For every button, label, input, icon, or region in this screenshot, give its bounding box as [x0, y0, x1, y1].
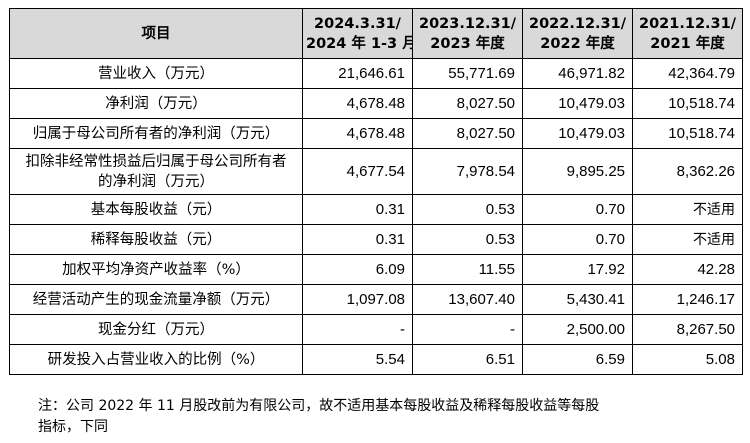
row-label: 营业收入（万元） [9, 58, 303, 89]
cell-value: 5.08 [632, 344, 743, 375]
cell-value: 8,027.50 [412, 88, 523, 119]
cell-value: 7,978.54 [412, 148, 523, 195]
cell-value: 6.09 [302, 254, 413, 285]
table-row: 扣除非经常性损益后归属于母公司所有者的净利润（万元） 4,677.54 7,97… [9, 148, 743, 195]
cell-value: 10,479.03 [522, 118, 633, 149]
cell-value: 1,097.08 [302, 284, 413, 315]
cell-value: 9,895.25 [522, 148, 633, 195]
row-label: 现金分红（万元） [9, 314, 303, 345]
row-label: 归属于母公司所有者的净利润（万元） [9, 118, 303, 149]
row-label: 经营活动产生的现金流量净额（万元） [9, 284, 303, 315]
footnote-line: 注：公司 2022 年 11 月股改前为有限公司，故不适用基本每股收益及稀释每股… [38, 398, 600, 414]
cell-value: 10,518.74 [632, 88, 743, 119]
cell-value: 21,646.61 [302, 58, 413, 89]
table-row: 经营活动产生的现金流量净额（万元） 1,097.08 13,607.40 5,4… [9, 284, 743, 315]
cell-value: 8,267.50 [632, 314, 743, 345]
cell-value: 11.55 [412, 254, 523, 285]
cell-value: 0.70 [522, 194, 633, 225]
footnote-line: 指标，下同 [38, 419, 108, 435]
table-row: 归属于母公司所有者的净利润（万元） 4,678.48 8,027.50 10,4… [9, 118, 743, 149]
table-row: 营业收入（万元） 21,646.61 55,771.69 46,971.82 4… [9, 58, 743, 89]
cell-value: 42,364.79 [632, 58, 743, 89]
row-label: 扣除非经常性损益后归属于母公司所有者的净利润（万元） [9, 148, 303, 195]
cell-value: 0.53 [412, 194, 523, 225]
cell-value: 4,678.48 [302, 88, 413, 119]
cell-value: 10,479.03 [522, 88, 633, 119]
row-label: 稀释每股收益（元） [9, 224, 303, 255]
table-footnote: 注：公司 2022 年 11 月股改前为有限公司，故不适用基本每股收益及稀释每股… [38, 396, 728, 438]
table-row: 研发投入占营业收入的比例（%） 5.54 6.51 6.59 5.08 [9, 344, 743, 375]
row-label: 加权平均净资产收益率（%） [9, 254, 303, 285]
cell-value: 4,678.48 [302, 118, 413, 149]
row-label: 研发投入占营业收入的比例（%） [9, 344, 303, 375]
row-label: 净利润（万元） [9, 88, 303, 119]
cell-value: 6.59 [522, 344, 633, 375]
cell-value: 8,362.26 [632, 148, 743, 195]
table-row: 净利润（万元） 4,678.48 8,027.50 10,479.03 10,5… [9, 88, 743, 119]
cell-value: 8,027.50 [412, 118, 523, 149]
cell-value: - [302, 314, 413, 345]
cell-value: 0.31 [302, 224, 413, 255]
cell-value: - [412, 314, 523, 345]
cell-value: 2,500.00 [522, 314, 633, 345]
header-period: 2023.12.31/2023 年度 [412, 8, 523, 59]
cell-value: 0.53 [412, 224, 523, 255]
cell-value: 4,677.54 [302, 148, 413, 195]
cell-value: 13,607.40 [412, 284, 523, 315]
table-row: 基本每股收益（元） 0.31 0.53 0.70 不适用 [9, 194, 743, 225]
table-row: 现金分红（万元） - - 2,500.00 8,267.50 [9, 314, 743, 345]
cell-value: 46,971.82 [522, 58, 633, 89]
cell-value: 1,246.17 [632, 284, 743, 315]
table-row: 加权平均净资产收益率（%） 6.09 11.55 17.92 42.28 [9, 254, 743, 285]
cell-value: 55,771.69 [412, 58, 523, 89]
header-period: 2022.12.31/2022 年度 [522, 8, 633, 59]
table-row: 稀释每股收益（元） 0.31 0.53 0.70 不适用 [9, 224, 743, 255]
cell-value: 17.92 [522, 254, 633, 285]
header-period: 2024.3.31/2024 年 1-3 月 [302, 8, 413, 59]
cell-value: 不适用 [632, 194, 743, 225]
cell-value: 0.70 [522, 224, 633, 255]
table-header-row: 项目 2024.3.31/2024 年 1-3 月 2023.12.31/202… [9, 8, 743, 59]
header-item: 项目 [9, 8, 303, 59]
row-label: 基本每股收益（元） [9, 194, 303, 225]
cell-value: 5.54 [302, 344, 413, 375]
header-period: 2021.12.31/2021 年度 [632, 8, 743, 59]
cell-value: 0.31 [302, 194, 413, 225]
cell-value: 不适用 [632, 224, 743, 255]
financial-indicators-table: 项目 2024.3.31/2024 年 1-3 月 2023.12.31/202… [9, 8, 743, 375]
cell-value: 6.51 [412, 344, 523, 375]
cell-value: 5,430.41 [522, 284, 633, 315]
cell-value: 42.28 [632, 254, 743, 285]
cell-value: 10,518.74 [632, 118, 743, 149]
